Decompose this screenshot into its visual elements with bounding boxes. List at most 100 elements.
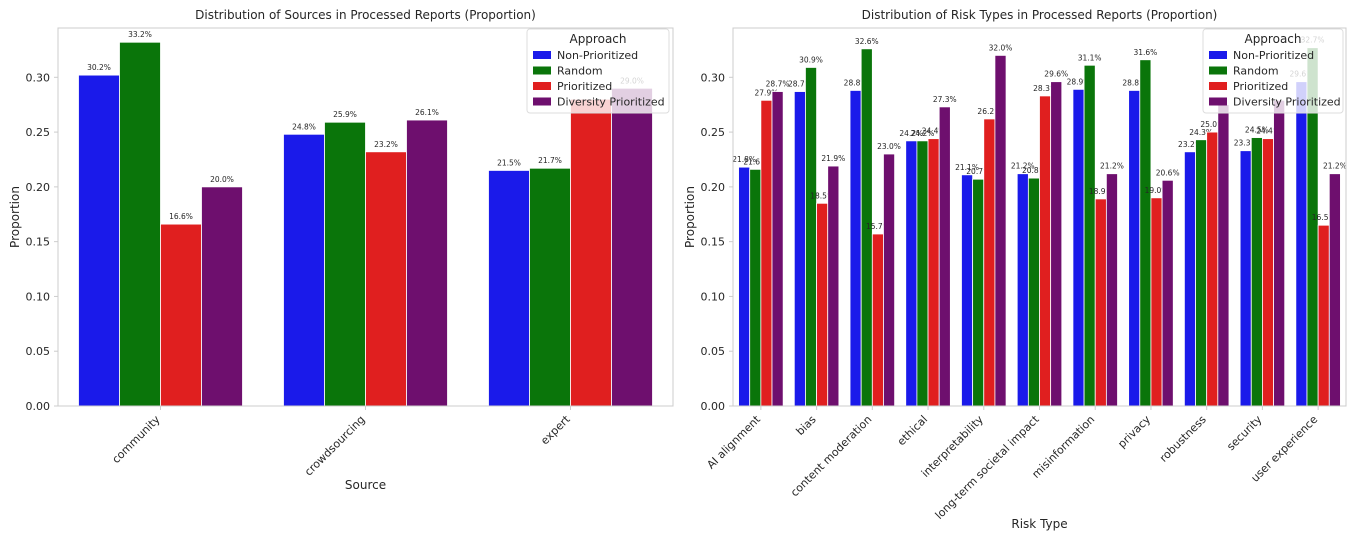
plot-frame: [732, 27, 1347, 407]
x-tick-label: expert: [538, 412, 573, 447]
legend-entry: Non-Prioritized: [557, 49, 638, 62]
data-label: 18.5%: [810, 191, 834, 200]
bar-prioritized: [1150, 197, 1163, 407]
y-tick-label: 0.00: [26, 400, 51, 413]
x-tick-label: crowdsourcing: [302, 413, 368, 479]
bar-non-prioritized: [78, 74, 120, 407]
bar-random: [749, 168, 762, 407]
data-label: 28.8%: [844, 78, 868, 87]
legend-box: [526, 28, 670, 114]
legend-entry: Diversity Prioritized: [557, 96, 665, 109]
data-label: 23.2%: [1178, 140, 1202, 149]
x-tick-label: community: [110, 413, 163, 466]
data-label: 21.9%: [821, 154, 845, 163]
data-label: 24.2%: [911, 129, 935, 138]
bar-diversity-prioritized: [827, 165, 840, 407]
y-tick-label: 0.05: [701, 345, 726, 358]
bars: 30.2% 24.8% 21.5% 33.2% 25.9% 21.7% 16.6% 23.2%…: [78, 30, 653, 407]
x-tick-label: AI alignment: [704, 412, 763, 471]
bar-non-prioritized: [1016, 173, 1029, 407]
data-label: 16.5%: [1312, 213, 1336, 222]
data-label: 23.0%: [877, 142, 901, 151]
data-label: 29.6%: [1044, 70, 1068, 79]
data-label: 33.2%: [128, 30, 152, 39]
legend-box: [1202, 28, 1344, 114]
bar-non-prioritized: [905, 140, 918, 407]
x-tick-label: bias: [794, 413, 819, 438]
bar-random: [529, 167, 571, 407]
legend-entry: Non-Prioritized: [1233, 49, 1314, 62]
y-tick-label: 0.00: [701, 400, 726, 413]
bar-diversity-prioritized: [1328, 173, 1341, 407]
bar-random: [1027, 177, 1040, 407]
bar-random: [324, 121, 366, 407]
data-label: 21.6%: [743, 157, 767, 166]
legend-title: Approach: [569, 32, 626, 46]
legend-title: Approach: [1244, 32, 1301, 46]
bar-non-prioritized: [1128, 90, 1141, 407]
bar-random: [119, 41, 161, 407]
bar-non-prioritized: [738, 166, 751, 407]
data-label: 26.2%: [977, 107, 1001, 116]
legend-swatch: [1209, 97, 1227, 106]
data-label: 25.0%: [1200, 120, 1224, 129]
data-label: 24.3%: [1189, 128, 1213, 137]
data-label: 32.0%: [989, 43, 1013, 52]
data-label: 31.6%: [1133, 48, 1157, 57]
data-label: 20.7%: [966, 167, 990, 176]
legend-entry: Prioritized: [557, 80, 612, 93]
y-tick-label: 0.15: [701, 236, 726, 249]
legend-entry: Diversity Prioritized: [1233, 96, 1341, 109]
bar-prioritized: [983, 118, 996, 407]
bar-diversity-prioritized: [1217, 104, 1230, 407]
bar-prioritized: [1206, 131, 1219, 407]
x-tick-label: ethical: [895, 413, 930, 448]
y-tick-label: 0.20: [26, 181, 51, 194]
data-label: 15.7%: [866, 222, 890, 231]
bar-diversity-prioritized: [938, 106, 951, 407]
y-axis-label: Proportion: [683, 186, 697, 248]
data-label: 21.7%: [538, 156, 562, 165]
bar-prioritized: [760, 99, 773, 407]
bar-prioritized: [160, 223, 202, 407]
bar-non-prioritized: [793, 91, 806, 407]
y-tick-label: 0.05: [26, 345, 51, 358]
data-label: 28.7%: [766, 80, 790, 89]
bar-random: [1139, 59, 1152, 407]
data-label: 21.2%: [1100, 162, 1124, 171]
data-label: 23.3%: [1234, 139, 1258, 148]
bar-prioritized: [1094, 198, 1107, 407]
bar-prioritized: [1317, 224, 1330, 407]
legend-swatch: [533, 66, 551, 75]
bar-diversity-prioritized: [771, 91, 784, 407]
bar-random: [805, 67, 817, 407]
data-label: 24.4%: [1256, 127, 1280, 136]
x-tick-label: security: [1224, 413, 1265, 454]
chart-1: Distribution of Sources in Processed Rep…: [8, 8, 674, 492]
data-label: 28.3%: [1033, 84, 1057, 93]
legend-entry: Random: [1233, 65, 1279, 78]
data-label: 21.5%: [497, 158, 521, 167]
data-label: 20.8%: [1022, 166, 1046, 175]
data-label: 16.6%: [169, 212, 193, 221]
bar-diversity-prioritized: [201, 186, 243, 407]
x-tick-label: robustness: [1157, 413, 1209, 465]
data-label: 21.2%: [1011, 162, 1035, 171]
bar-diversity-prioritized: [1050, 81, 1063, 407]
data-label: 24.8%: [292, 122, 316, 131]
data-label: 21.1%: [955, 163, 979, 172]
bar-random: [1250, 137, 1263, 407]
data-label: 25.9%: [333, 110, 357, 119]
legend-swatch: [1209, 66, 1227, 75]
y-tick-label: 0.30: [701, 71, 726, 84]
legend-swatch: [533, 82, 551, 90]
data-label: 24.4%: [922, 127, 946, 136]
bar-prioritized: [570, 98, 612, 407]
bar-non-prioritized: [1183, 151, 1196, 407]
bar-random: [1195, 139, 1208, 407]
data-label: 20.0%: [210, 175, 234, 184]
data-label: 28.7%: [788, 80, 812, 89]
legend-swatch: [533, 51, 551, 59]
bar-diversity-prioritized: [1273, 99, 1286, 407]
